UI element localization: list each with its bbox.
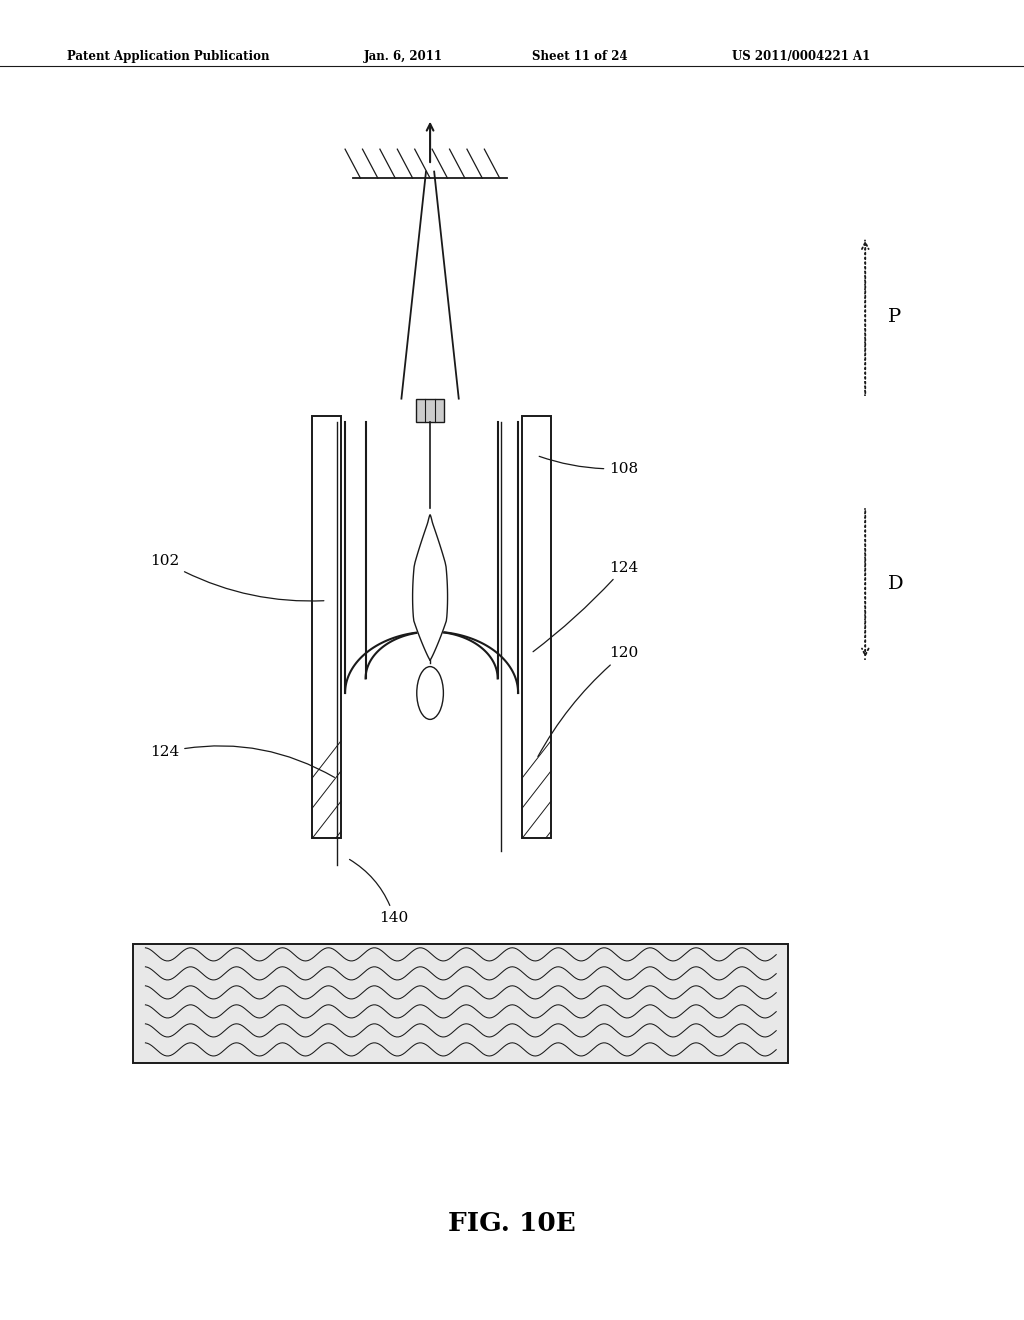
Text: 124: 124 xyxy=(150,746,335,777)
Text: 102: 102 xyxy=(150,554,324,601)
Bar xyxy=(133,944,788,1063)
Text: FIG. 10E: FIG. 10E xyxy=(449,1212,575,1236)
Text: 120: 120 xyxy=(538,647,639,756)
Text: D: D xyxy=(888,576,903,593)
Bar xyxy=(416,399,444,422)
Text: US 2011/0004221 A1: US 2011/0004221 A1 xyxy=(732,50,870,63)
Bar xyxy=(522,416,551,838)
Polygon shape xyxy=(413,515,447,660)
Text: P: P xyxy=(888,308,901,326)
Text: 124: 124 xyxy=(534,561,639,652)
Bar xyxy=(312,416,341,838)
Text: Patent Application Publication: Patent Application Publication xyxy=(67,50,269,63)
Text: 108: 108 xyxy=(540,457,638,475)
Text: Sheet 11 of 24: Sheet 11 of 24 xyxy=(532,50,628,63)
Text: Jan. 6, 2011: Jan. 6, 2011 xyxy=(364,50,442,63)
Ellipse shape xyxy=(417,667,443,719)
Text: 140: 140 xyxy=(349,859,409,925)
